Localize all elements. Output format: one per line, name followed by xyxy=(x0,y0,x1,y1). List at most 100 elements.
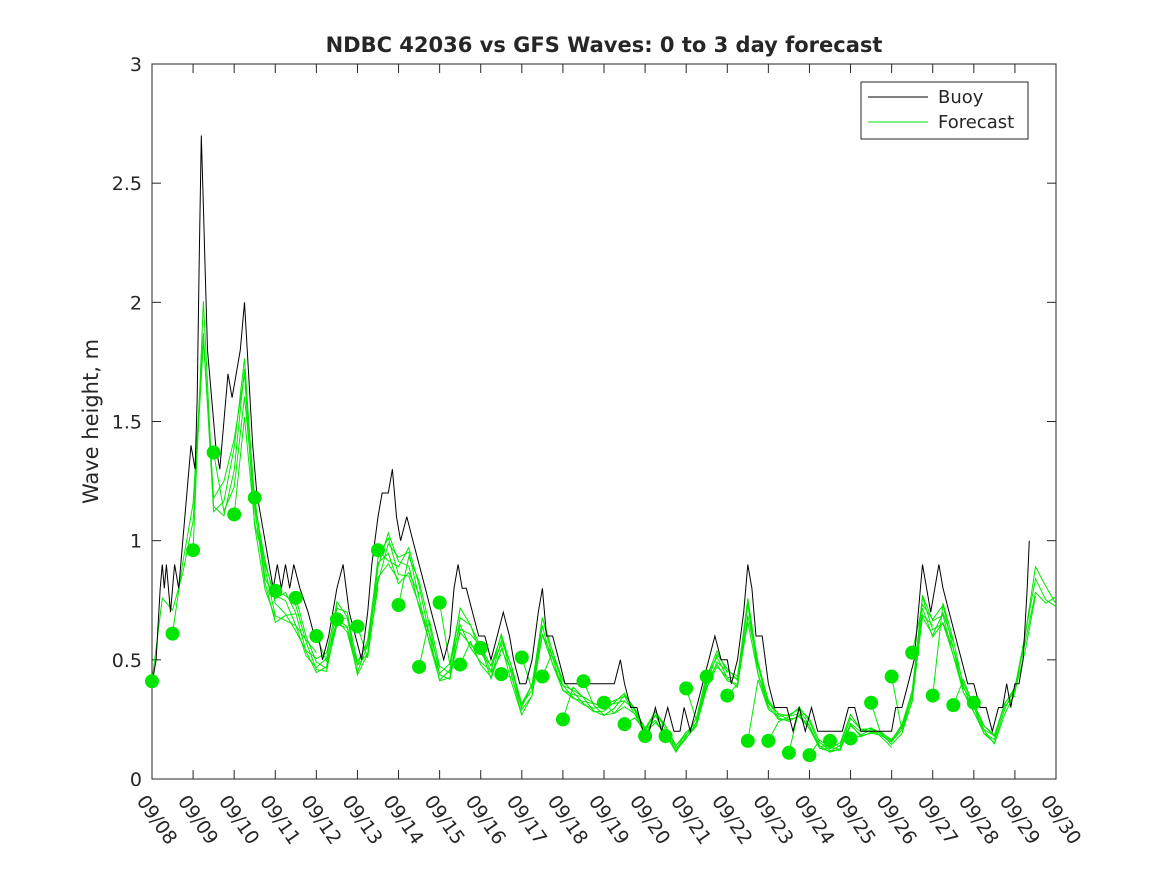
x-tick-label: 09/18 xyxy=(543,791,592,848)
forecast-point xyxy=(186,543,201,558)
legend-buoy-label: Buoy xyxy=(938,87,984,108)
forecast-point xyxy=(535,669,550,684)
forecast-point xyxy=(966,695,981,710)
forecast-point xyxy=(617,717,632,732)
x-tick-label: 09/16 xyxy=(461,791,510,848)
chart-title: NDBC 42036 vs GFS Waves: 0 to 3 day fore… xyxy=(326,33,883,57)
forecast-trace xyxy=(357,542,482,681)
forecast-trace xyxy=(973,565,1057,745)
x-tick-label: 09/21 xyxy=(666,791,715,848)
forecast-point xyxy=(843,731,858,746)
forecast-point xyxy=(679,681,694,696)
x-tick-label: 09/17 xyxy=(502,791,551,848)
forecast-point xyxy=(699,669,714,684)
forecast-trace xyxy=(726,621,851,750)
forecast-trace xyxy=(685,603,810,727)
y-tick-label: 2.5 xyxy=(112,173,142,195)
x-tick-label: 09/10 xyxy=(214,791,263,848)
forecast-point xyxy=(514,650,529,665)
x-tick-label: 09/08 xyxy=(132,791,181,848)
plot-area xyxy=(151,63,1057,780)
forecast-point xyxy=(371,543,385,558)
axis-ticks xyxy=(151,63,1057,780)
y-tick-label: 0 xyxy=(130,769,142,791)
y-tick-label: 1 xyxy=(130,531,142,553)
forecast-point xyxy=(268,583,283,598)
forecast-point xyxy=(823,733,837,748)
forecast-trace xyxy=(213,396,338,660)
forecast-trace xyxy=(829,611,954,748)
forecast-trace xyxy=(398,555,523,716)
forecast-point xyxy=(412,659,427,674)
forecast-point xyxy=(309,629,324,643)
x-tick-label: 09/26 xyxy=(872,791,921,848)
x-tick-labels: 09/0809/0909/1009/1109/1209/1309/1409/15… xyxy=(132,791,1085,848)
forecast-point xyxy=(555,712,570,727)
x-tick-label: 09/12 xyxy=(296,791,345,848)
forecast-point xyxy=(740,733,755,748)
forecast-point xyxy=(473,640,488,655)
forecast-point xyxy=(884,669,899,684)
forecast-point xyxy=(206,445,221,460)
x-tick-label: 09/24 xyxy=(789,791,838,848)
forecast-point xyxy=(781,745,796,760)
forecast-markers xyxy=(145,445,981,763)
forecast-point xyxy=(227,507,242,522)
forecast-trace xyxy=(233,416,358,674)
forecast-point xyxy=(288,590,303,605)
y-tick-label: 2 xyxy=(130,292,142,314)
forecast-trace xyxy=(911,595,1036,737)
x-tick-label: 09/11 xyxy=(255,791,304,848)
x-tick-label: 09/23 xyxy=(748,791,797,848)
x-tick-label: 09/09 xyxy=(173,791,222,848)
y-axis-label: Wave height, m xyxy=(79,339,103,504)
forecast-point xyxy=(905,645,920,660)
x-tick-label: 09/14 xyxy=(378,791,427,848)
forecast-point xyxy=(802,748,817,763)
forecast-trace xyxy=(521,617,646,735)
forecast-trace xyxy=(932,591,1057,741)
forecast-point xyxy=(494,667,509,682)
forecast-point xyxy=(576,674,591,689)
forecast-point xyxy=(432,595,447,610)
forecast-trace xyxy=(788,700,913,753)
forecast-point xyxy=(329,612,344,627)
x-tick-label: 09/25 xyxy=(830,791,879,848)
forecast-point xyxy=(350,619,365,634)
legend-forecast-label: Forecast xyxy=(938,112,1014,133)
y-tick-label: 3 xyxy=(130,54,142,76)
forecast-point xyxy=(247,490,262,505)
forecast-point xyxy=(864,695,879,710)
x-tick-label: 09/22 xyxy=(707,791,756,848)
legend: Buoy Forecast xyxy=(860,81,1029,140)
forecast-lines xyxy=(151,301,1057,756)
forecast-point xyxy=(145,674,159,689)
x-tick-label: 09/20 xyxy=(625,791,674,848)
x-tick-label: 09/30 xyxy=(1036,791,1085,848)
forecast-point xyxy=(658,729,673,744)
forecast-trace xyxy=(172,332,296,634)
forecast-trace xyxy=(952,577,1057,744)
forecast-point xyxy=(453,657,468,672)
y-tick-labels: 0 0.5 1 1.5 2 2.5 3 xyxy=(112,54,142,791)
y-tick-label: 0.5 xyxy=(112,650,142,672)
x-tick-label: 09/27 xyxy=(913,791,962,848)
x-tick-label: 09/28 xyxy=(954,791,1003,848)
x-tick-label: 09/29 xyxy=(995,791,1044,848)
x-tick-label: 09/19 xyxy=(584,791,633,848)
legend-box xyxy=(860,81,1029,140)
forecast-point xyxy=(946,698,961,713)
forecast-point xyxy=(638,729,653,744)
forecast-point xyxy=(391,598,406,613)
forecast-trace xyxy=(480,626,605,709)
forecast-point xyxy=(925,688,940,703)
forecast-point xyxy=(720,688,735,703)
forecast-trace xyxy=(295,552,420,670)
forecast-point xyxy=(761,733,776,748)
forecast-point xyxy=(165,626,180,641)
forecast-point xyxy=(597,695,611,710)
buoy-line xyxy=(151,135,1030,734)
y-tick-label: 1.5 xyxy=(112,412,142,434)
x-tick-label: 09/15 xyxy=(420,791,469,848)
